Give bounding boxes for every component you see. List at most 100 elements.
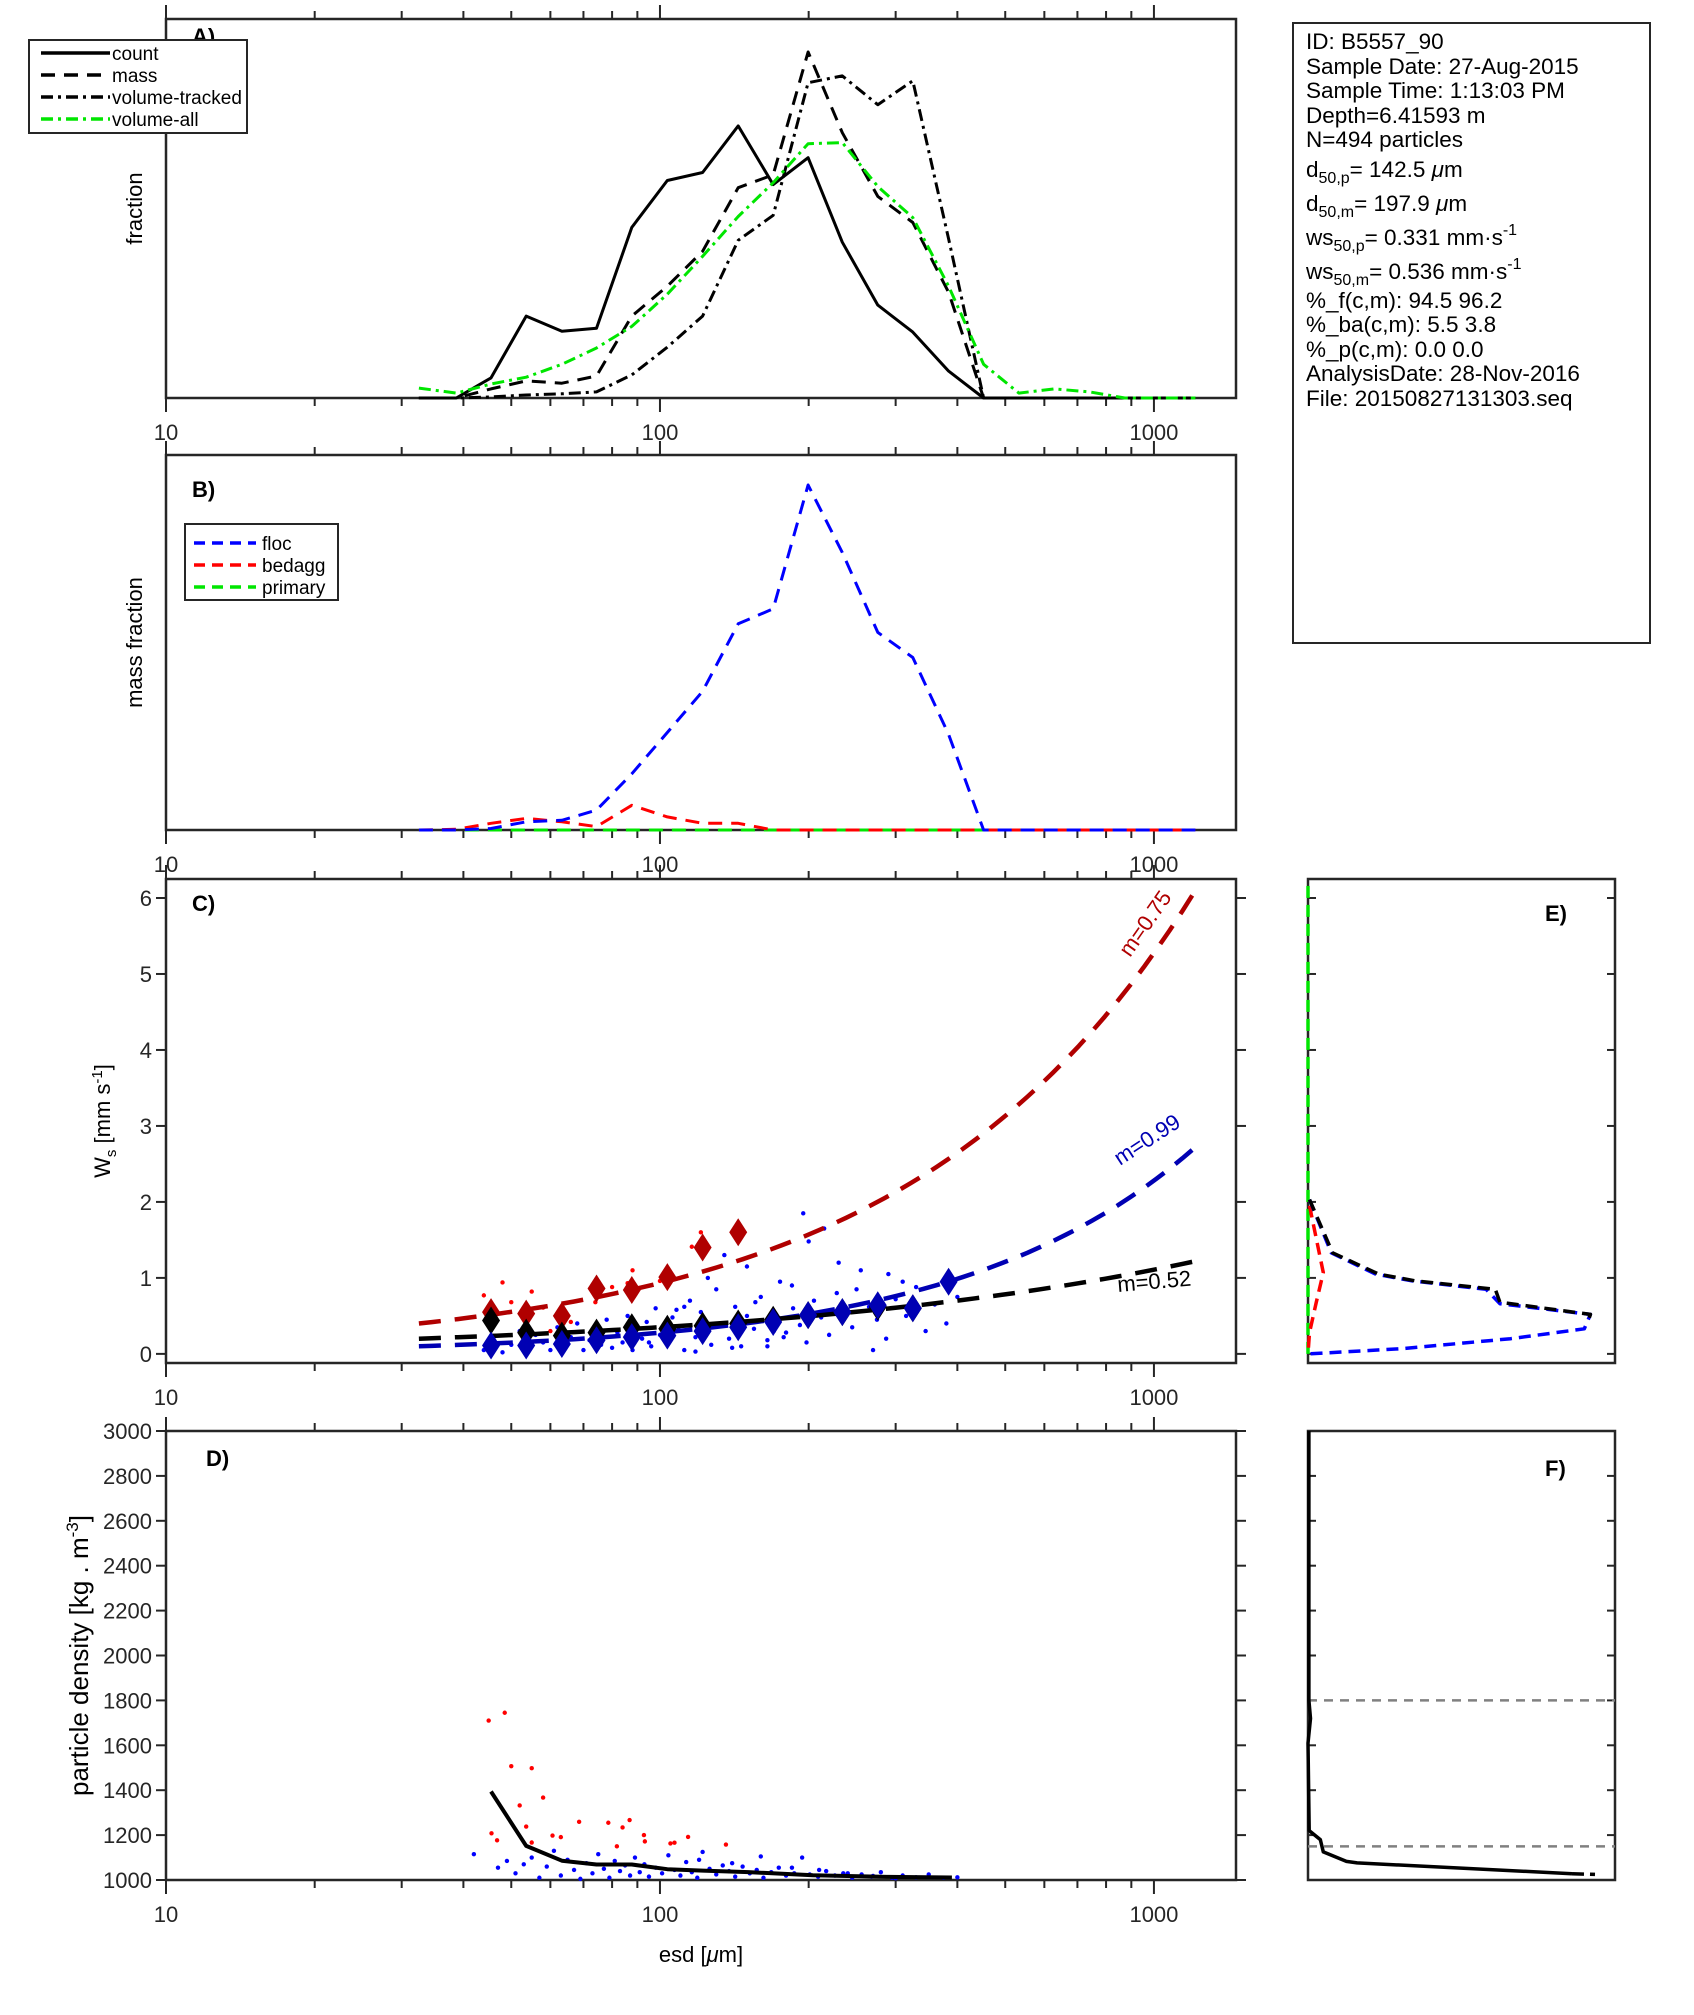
blue-fit-curve [418,1145,1197,1349]
panel-e-axes-box [1306,877,1617,1365]
bedagg-point [568,1319,574,1325]
floc-point [836,1260,841,1265]
ws50-particle: ws50,p= 0.331 mm·s-1 [1306,221,1518,255]
floc-point [504,1858,510,1864]
blue-mean-marker [552,1330,571,1359]
bedagg-point [672,1840,677,1845]
bedagg-point [698,1230,704,1235]
floc-point [744,1313,750,1319]
floc-point [521,1862,526,1867]
y-axis-label-part: ] [90,1064,115,1070]
blue-mean-marker [868,1291,887,1320]
mean-density-line [489,1790,952,1880]
panel-c: 10 100 1000 0 1 2 3 4 5 6 C) Ws [mm s-1] m=0.75 m=0.9… [89,865,1246,1410]
floc-point [722,1252,727,1258]
bedagg-point [481,1293,487,1298]
y-tick-label: 1400 [103,1778,152,1803]
series-density-distribution-tail [1571,1871,1596,1877]
bedagg-point [500,1280,505,1285]
floc-point [646,1874,652,1879]
floc-point [781,1334,786,1340]
floc-point [811,1298,817,1303]
floc-point [826,1332,832,1338]
y-tick-label: 0 [140,1342,152,1367]
series-bedagg [418,803,1196,832]
bedagg-point [558,1834,564,1840]
legend-label-bedagg: bedagg [262,556,325,577]
bedagg-point [641,1832,647,1838]
bedagg-point [614,1844,620,1849]
floc-point [923,1328,928,1334]
floc-point [729,1860,735,1866]
floc-point [544,1864,549,1869]
bedagg-point [723,1842,729,1847]
floc-point [789,1865,795,1870]
legend-label-mass: mass [112,66,157,87]
y-tick-label: 5 [140,962,152,987]
floc-point [607,1875,612,1880]
red-fit-label: m=0.75 [1114,886,1177,961]
floc-point [729,1345,735,1351]
floc-point [776,1865,781,1870]
series-volume-tracked [418,74,1196,400]
bedagg-point [550,1833,555,1838]
y-axis-label-part: -3 [63,1522,82,1537]
bedagg-point [486,1718,491,1723]
floc-point [682,1304,687,1309]
panel-b-axes-box [164,453,1238,832]
floc-point [726,1336,732,1341]
y-tick-label: 2800 [103,1464,152,1489]
bedagg-point [523,1824,529,1829]
floc-point [870,1347,876,1353]
bedagg-point [509,1763,514,1769]
blue-mean-marker [729,1313,748,1342]
panel-f-axes-box [1306,1429,1617,1882]
blue-mean-marker [693,1317,712,1346]
series-floc [1307,1198,1593,1356]
bedagg-point [517,1803,522,1808]
red-mean-marker [658,1263,677,1292]
red-fit-curve [418,889,1198,1326]
series-volume-all [418,141,1196,400]
panel-a-axes-box [164,17,1238,400]
bedagg-point [606,1820,611,1825]
floc-point [693,1349,698,1354]
bedagg-point [489,1831,494,1836]
legend-label-volume-tracked: volume-tracked [112,88,242,109]
floc-point [765,1338,770,1343]
series-count [418,124,1196,400]
floc-point [705,1275,711,1281]
floc-point [913,1284,919,1290]
floc-point [732,1874,738,1879]
floc-point [500,1350,505,1355]
panel-label-c: C) [192,891,215,916]
floc-point [738,1344,744,1349]
blue-mean-marker [658,1321,677,1350]
floc-point [659,1871,665,1876]
floc-point [789,1283,795,1288]
floc-point [529,1855,534,1860]
floc-point [753,1300,758,1305]
d50-particle: d50,p= 142.5 μm [1306,156,1463,187]
black-fit-curve [418,1258,1196,1341]
floc-point [646,1340,652,1345]
floc-point [765,1344,770,1349]
blue-mean-marker [587,1326,606,1355]
floc-point [649,1344,654,1349]
floc-point [858,1268,863,1273]
floc-point [886,1271,891,1277]
floc-point [744,1264,750,1269]
floc-point [801,1211,806,1216]
x-tick-label: 100 [642,1385,679,1410]
blue-mean-marker [939,1267,958,1296]
sample-depth: Depth=6.41593 m [1306,102,1486,128]
floc-point [900,1279,905,1284]
floc-point [758,1854,763,1859]
floc-point [761,1875,766,1880]
floc-point [682,1347,687,1353]
panel-label-f: F) [1545,1456,1566,1481]
bedagg-point [502,1710,507,1715]
y-tick-label: 1800 [103,1688,152,1713]
floc-point [709,1342,714,1347]
